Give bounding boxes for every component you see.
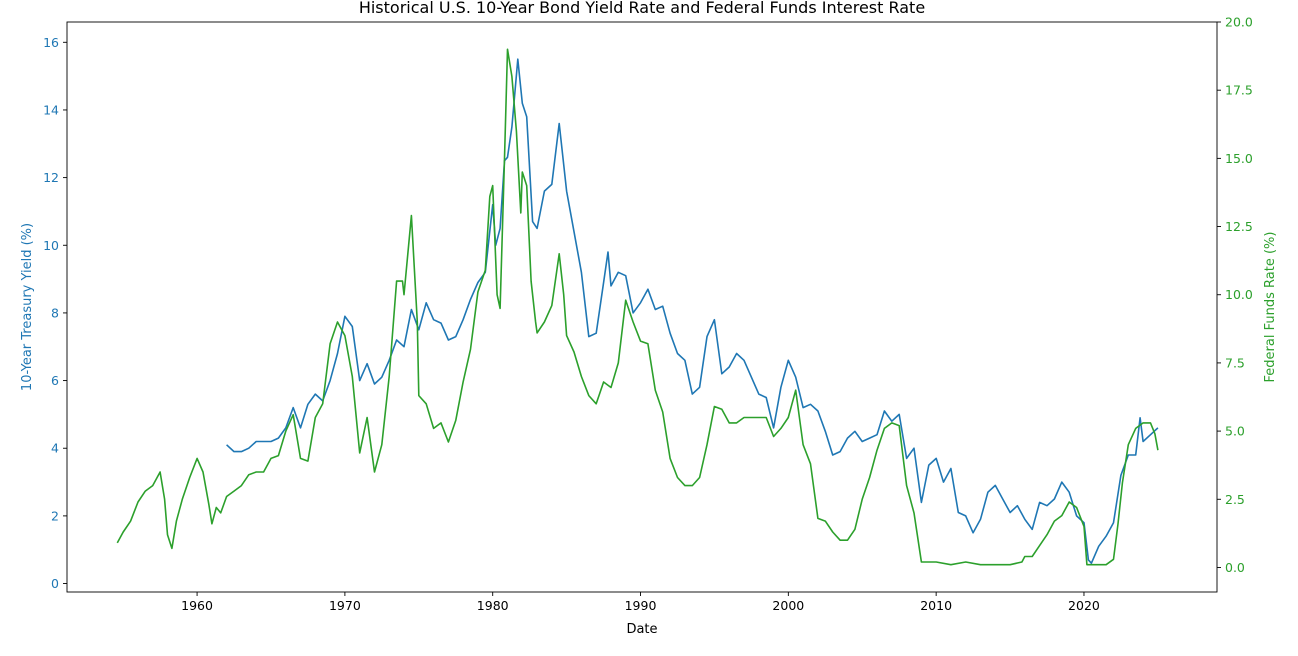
ticks-layer: 1960 1970 1980 1990 2000 2010 2020 0 2 4 6 8 10 12 14 1…: [43, 15, 1253, 614]
x-axis-label: Date: [626, 622, 657, 637]
left-tick-label: 2: [51, 508, 59, 523]
x-tick-label: 1960: [181, 598, 213, 613]
x-tick-label: 2010: [920, 598, 952, 613]
series-layer: [116, 48, 1159, 566]
right-tick-label: 10.0: [1225, 287, 1253, 302]
left-tick-label: 10: [43, 238, 59, 253]
x-tick-label: 1980: [477, 598, 509, 613]
left-tick-label: 0: [51, 576, 59, 591]
plot-frame: [66, 21, 1218, 593]
right-tick-label: 12.5: [1225, 219, 1253, 234]
left-tick-label: 12: [43, 170, 59, 185]
right-tick-label: 2.5: [1225, 492, 1245, 507]
left-tick-label: 8: [51, 305, 59, 320]
right-tick-label: 5.0: [1225, 424, 1245, 439]
chart-title: Historical U.S. 10-Year Bond Yield Rate …: [359, 0, 925, 17]
x-tick-label: 1970: [329, 598, 361, 613]
right-tick-label: 15.0: [1225, 151, 1253, 166]
x-tick-label: 2000: [772, 598, 804, 613]
right-tick-label: 20.0: [1225, 15, 1253, 30]
fed-funds-line: [116, 48, 1159, 566]
right-tick-label: 7.5: [1225, 355, 1245, 370]
x-tick-label: 2020: [1068, 598, 1100, 613]
left-axis-label: 10-Year Treasury Yield (%): [20, 223, 35, 391]
right-axis-label: Federal Funds Rate (%): [1263, 232, 1278, 383]
left-tick-label: 16: [43, 35, 59, 50]
left-tick-label: 14: [43, 102, 59, 117]
left-tick-label: 6: [51, 373, 59, 388]
left-tick-label: 4: [51, 441, 59, 456]
right-tick-label: 17.5: [1225, 83, 1253, 98]
right-tick-label: 0.0: [1225, 560, 1245, 575]
axes-layer: [66, 21, 1218, 593]
x-tick-label: 1990: [625, 598, 657, 613]
